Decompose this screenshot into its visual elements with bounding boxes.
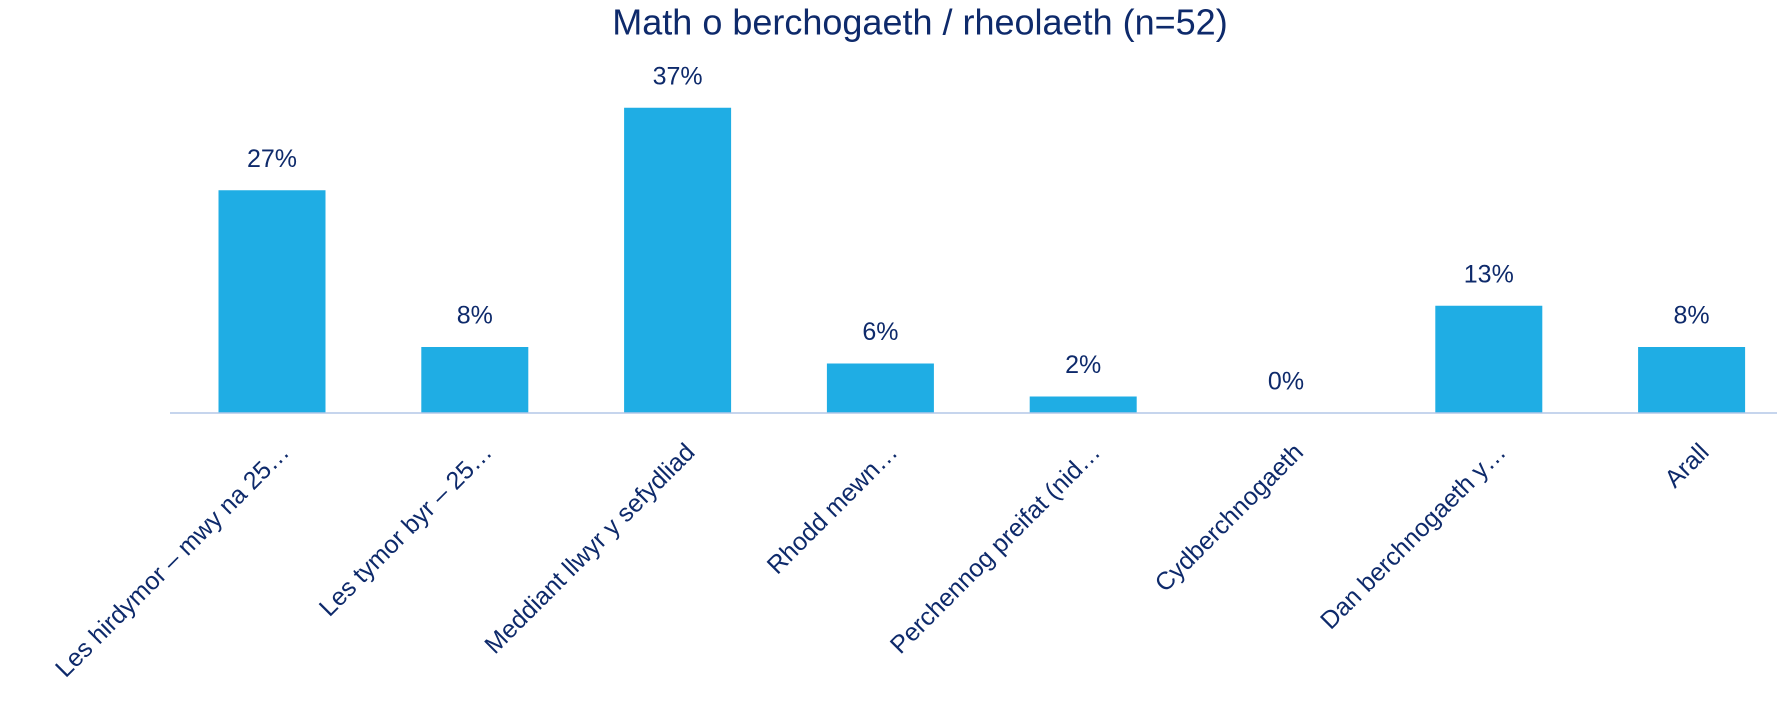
data-label: 6% [862,318,898,346]
data-label: 0% [1268,368,1304,396]
bar [624,107,732,413]
data-label: 8% [457,302,493,330]
x-tick-label: Meddiant llwyr y sefydliad [479,438,700,659]
data-label: 37% [653,62,703,90]
x-tick-label: Arall [1659,438,1714,493]
x-tick-label: Les hirdymor – mwy na 25… [50,438,295,683]
data-label: 27% [247,145,297,173]
x-tick-label: Perchennog preifat (nid… [885,438,1106,659]
bar [1029,396,1137,413]
bar [1638,347,1746,413]
x-tick-label: Dan berchnogaeth y… [1315,438,1512,635]
bar [826,363,934,413]
chart-title: Math o berchogaeth / rheolaeth (n=52) [612,2,1227,43]
x-tick-label: Rhodd mewn… [762,438,904,580]
x-tick-label: Les tymor byr – 25… [314,438,498,622]
bar [1435,305,1543,413]
x-tick-label: Cydberchnogaeth [1150,438,1309,597]
data-label: 2% [1065,351,1101,379]
data-label: 13% [1464,260,1514,288]
bar [421,347,529,413]
bar [218,190,326,413]
data-label: 8% [1674,302,1710,330]
